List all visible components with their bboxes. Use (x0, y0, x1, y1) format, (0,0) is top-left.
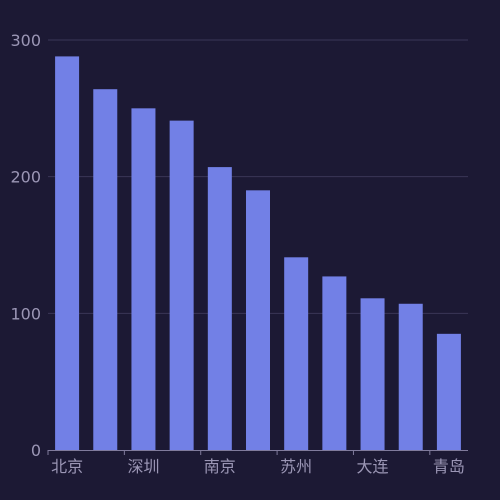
bar (246, 190, 270, 450)
x-tick-label: 深圳 (127, 457, 159, 476)
tick-labels: 0 100 200 300 北京 深圳 南京 苏州 大连 青岛 (10, 31, 464, 476)
x-tick-label: 北京 (51, 457, 83, 476)
y-tick-label: 0 (31, 441, 41, 460)
bar (169, 120, 194, 450)
bars (55, 56, 461, 451)
bar (284, 257, 309, 450)
y-tick-label: 100 (10, 304, 41, 323)
bar (398, 303, 423, 450)
bar (207, 167, 232, 450)
y-tick-label: 300 (10, 31, 41, 50)
bar (93, 89, 118, 450)
axes (47, 450, 468, 455)
bar (55, 56, 80, 451)
bar (360, 298, 385, 450)
bar (131, 108, 156, 450)
bar (436, 333, 461, 450)
x-tick-label: 南京 (204, 457, 236, 476)
x-tick-label: 青岛 (433, 457, 465, 476)
y-tick-label: 200 (10, 168, 41, 187)
x-tick-label: 大连 (357, 457, 389, 476)
x-tick-label: 苏州 (280, 457, 312, 476)
bar (322, 276, 347, 450)
